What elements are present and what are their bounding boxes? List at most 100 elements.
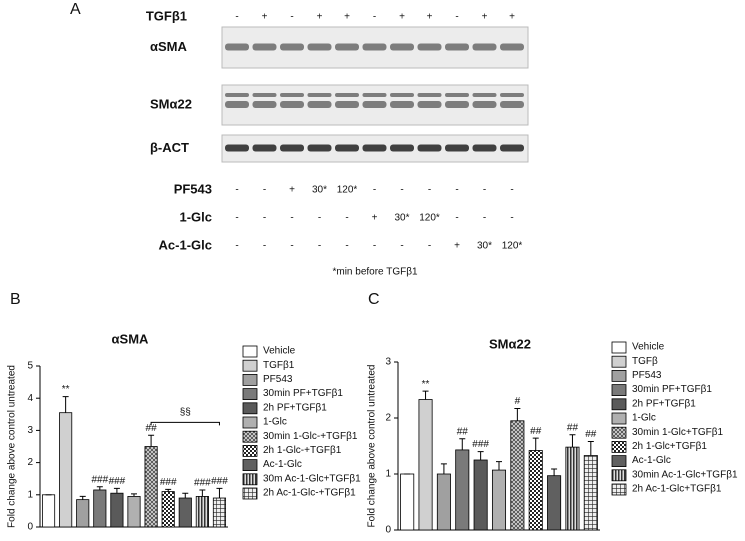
legend-label: TGFβ1	[263, 360, 295, 371]
lane-sign: -	[483, 213, 486, 224]
lane-sign: 120*	[419, 213, 440, 224]
lane-sign: -	[263, 185, 266, 196]
lane-sign: -	[510, 213, 513, 224]
legend-swatch	[242, 416, 258, 429]
lane-sign: -	[400, 241, 403, 252]
blot-band	[417, 144, 442, 152]
lane-sign: -	[290, 241, 293, 252]
legend-swatch	[242, 430, 258, 443]
blot-band	[225, 144, 249, 152]
lane-sign: -	[455, 185, 458, 196]
blot-band	[500, 144, 524, 152]
legend-swatch	[611, 426, 627, 439]
y-axis-label: Fold change above control untreated	[367, 365, 378, 528]
blot-band	[280, 101, 304, 108]
error-bar	[477, 451, 484, 460]
legend-label: 2h 1-Glc-+TGFβ1	[263, 445, 342, 456]
blot-band	[225, 101, 249, 108]
blot-band	[362, 43, 387, 51]
error-bar	[569, 434, 576, 448]
blot-band	[307, 43, 332, 51]
lane-sign: +	[427, 12, 433, 23]
blot-band	[417, 43, 442, 51]
error-bar	[131, 493, 137, 497]
error-bar	[514, 407, 521, 421]
y-tick-label: 1	[385, 469, 391, 480]
blot-band	[362, 93, 387, 97]
error-bar	[113, 487, 120, 494]
lane-sign: -	[318, 241, 321, 252]
lane-sign: -	[263, 213, 266, 224]
bracket-label: §§	[180, 407, 191, 418]
bar	[110, 492, 124, 528]
lane-sign: -	[235, 12, 238, 23]
chart-title: αSMA	[112, 331, 149, 346]
lane-sign: -	[345, 241, 348, 252]
blot-band	[280, 93, 304, 97]
significance: ###	[472, 439, 489, 450]
legend-label: 30min 1-Glc-+TGFβ1	[263, 431, 358, 442]
blot-band	[307, 93, 332, 97]
legend-label: 2h PF+TGFβ1	[263, 402, 327, 413]
blot-band	[472, 43, 497, 51]
legend-swatch	[242, 359, 258, 372]
bar	[76, 499, 90, 528]
lane-sign: -	[510, 185, 513, 196]
error-bar	[422, 390, 429, 400]
lane-sign: -	[235, 213, 238, 224]
legend-swatch	[611, 384, 627, 397]
band-label: αSMA	[150, 39, 187, 54]
error-bar	[62, 396, 69, 413]
lane-sign: -	[428, 185, 431, 196]
blot-band	[390, 43, 414, 51]
blot-band	[280, 144, 304, 152]
legend-label: 30min Ac-1-Glc+TGFβ1	[632, 469, 738, 480]
legend-label: TGFβ	[632, 356, 658, 367]
lane-sign: +	[482, 12, 488, 23]
lane-sign: -	[290, 213, 293, 224]
error-bar	[587, 441, 594, 456]
y-tick-label: 5	[27, 361, 33, 372]
lane-sign: +	[289, 185, 295, 196]
lane-sign: 30*	[477, 241, 492, 252]
lane-sign: -	[263, 241, 266, 252]
blot-band	[307, 101, 332, 108]
error-bar	[79, 495, 86, 500]
y-tick-label: 3	[27, 425, 33, 436]
error-bar	[165, 488, 172, 492]
significance: ##	[457, 426, 469, 437]
blot-band	[445, 144, 469, 152]
lane-sign: -	[318, 213, 321, 224]
blot-band	[500, 93, 524, 97]
blot-band	[390, 101, 414, 108]
legend-swatch	[611, 341, 627, 354]
row-label: PF543	[174, 181, 212, 196]
lane-sign: -	[373, 241, 376, 252]
bar	[212, 497, 227, 528]
bar	[473, 459, 488, 531]
bar	[144, 446, 158, 528]
bar	[178, 497, 192, 528]
legend-swatch	[611, 412, 627, 425]
blot-band	[225, 43, 249, 51]
legend-label: 30min PF+TGFβ1	[263, 388, 343, 399]
legend-label: 2h Ac-1-Glc-+TGFβ1	[263, 488, 356, 499]
lane-sign: +	[317, 12, 323, 23]
bar	[41, 494, 56, 528]
legend-label: Ac-1-Glc	[263, 459, 302, 470]
legend-swatch	[242, 487, 258, 500]
y-axis-label: Fold change above control untreated	[7, 365, 18, 528]
lane-sign: -	[373, 185, 376, 196]
bar	[455, 449, 470, 531]
band-label: SMα22	[150, 96, 192, 111]
significance: **	[62, 384, 70, 395]
blot-band	[472, 144, 497, 152]
error-bar	[496, 461, 502, 471]
lane-sign: -	[428, 241, 431, 252]
lane-sign: -	[483, 185, 486, 196]
panel-label: B	[10, 291, 21, 308]
row-label: 1-Glc	[179, 209, 212, 224]
y-tick-label: 0	[385, 525, 391, 536]
bar	[565, 446, 580, 531]
